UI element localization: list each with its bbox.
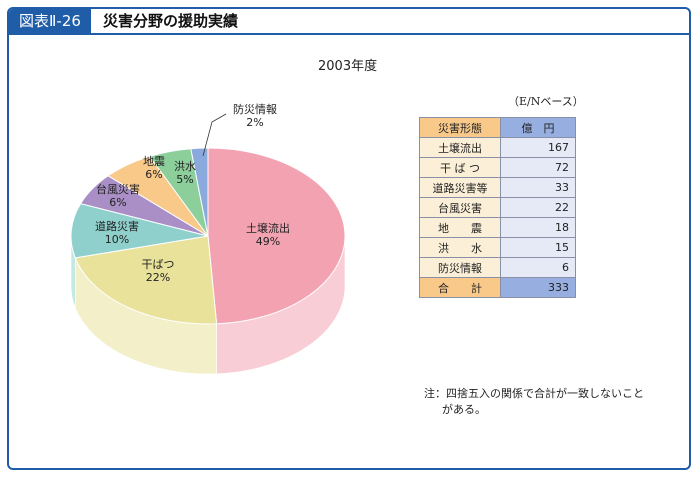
slice-label: 道路災害 (95, 219, 139, 233)
header-type: 災害形態 (419, 117, 501, 138)
row-value: 72 (500, 157, 576, 178)
table-row: 干 ば つ 72 (419, 157, 576, 178)
header-value: 億 円 (500, 117, 576, 138)
slice-label: 台風災害 (96, 182, 140, 196)
slice-label: 洪水 (174, 159, 196, 173)
row-value: 6 (500, 257, 576, 278)
slice-percent: 49% (256, 235, 280, 248)
row-value: 33 (500, 177, 576, 198)
table-unit: （E/Nベース） (508, 95, 584, 108)
table-header-row: 災害形態 億 円 (419, 117, 576, 138)
slice-percent: 6% (145, 168, 162, 181)
table-row: 道路災害等 33 (419, 177, 576, 198)
slice-label: 干ばつ (142, 258, 175, 271)
figure-frame: 図表Ⅱ-26 災害分野の援助実績 (7, 7, 691, 470)
pie-slice-2 (70, 203, 209, 259)
slice-percent: 10% (105, 233, 129, 246)
row-type: 地 震 (419, 217, 501, 238)
data-table: 災害形態 億 円 土壌流出 167 干 ば つ 72 道路災害等 33 台風災害… (419, 117, 576, 298)
slice-label: 防災情報 (233, 102, 277, 116)
row-type: 干 ば つ (419, 157, 501, 178)
row-type: 土壌流出 (419, 137, 501, 158)
footnote-line-1: 注：四捨五入の関係で合計が一致しないこと (424, 387, 644, 400)
title-bar: 図表Ⅱ-26 災害分野の援助実績 (9, 9, 689, 35)
figure-title: 災害分野の援助実績 (103, 12, 239, 30)
row-type: 台風災害 (419, 197, 501, 218)
total-label: 合 計 (419, 277, 501, 298)
slice-label: 地震 (143, 155, 165, 168)
row-value: 15 (500, 237, 576, 258)
figure-number-badge: 図表Ⅱ-26 (9, 9, 91, 33)
row-type: 洪 水 (419, 237, 501, 258)
slice-percent: 6% (109, 196, 126, 209)
slice-percent: 22% (146, 271, 170, 284)
chart-title: 2003年度 (318, 59, 378, 74)
table-row: 洪 水 15 (419, 237, 576, 258)
row-value: 18 (500, 217, 576, 238)
slice-label: 土壌流出 (246, 221, 290, 235)
total-value: 333 (500, 277, 576, 298)
row-value: 167 (500, 137, 576, 158)
slice-percent: 5% (176, 173, 193, 186)
row-type: 道路災害等 (419, 177, 501, 198)
leader-line (202, 113, 227, 157)
pie-slice-0 (207, 147, 346, 325)
table-row: 土壌流出 167 (419, 137, 576, 158)
footnote-line-2: がある。 (442, 403, 486, 416)
row-type: 防災情報 (419, 257, 501, 278)
table-row: 防災情報 6 (419, 257, 576, 278)
table-total-row: 合 計 333 (419, 277, 576, 298)
pie-slice-6 (190, 147, 209, 237)
footnote: 注：四捨五入の関係で合計が一致しないこと がある。 (424, 386, 644, 418)
slice-percent: 2% (246, 116, 263, 129)
table-row: 地 震 18 (419, 217, 576, 238)
table-row: 台風災害 22 (419, 197, 576, 218)
row-value: 22 (500, 197, 576, 218)
pie-slice-1 (74, 235, 218, 325)
